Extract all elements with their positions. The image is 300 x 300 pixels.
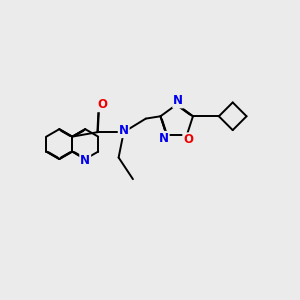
Text: N: N xyxy=(159,132,169,145)
Text: N: N xyxy=(80,154,90,167)
Text: O: O xyxy=(183,133,193,146)
Text: O: O xyxy=(97,98,107,111)
Text: N: N xyxy=(119,124,129,137)
Text: N: N xyxy=(173,94,183,107)
